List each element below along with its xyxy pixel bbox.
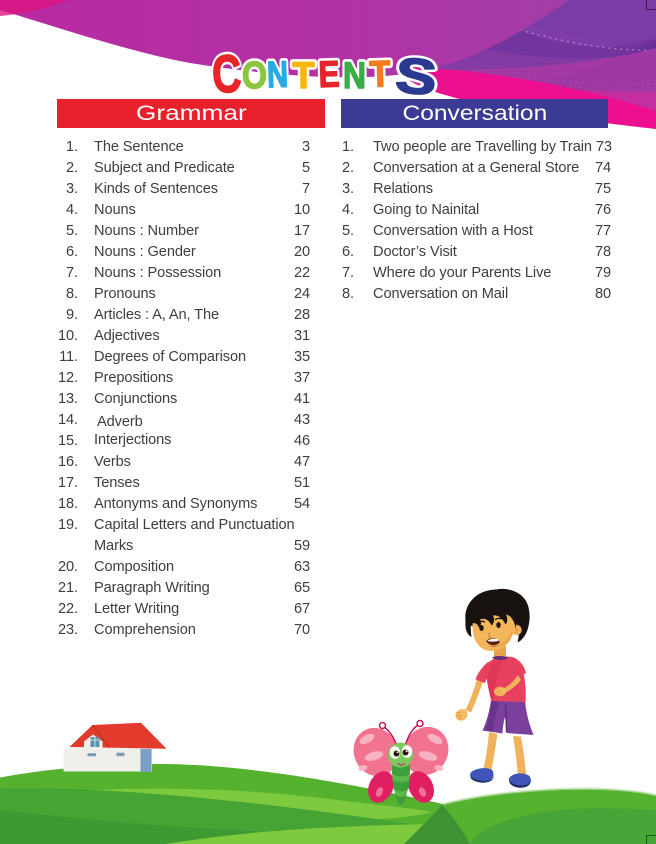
svg-text:T: T bbox=[293, 55, 315, 96]
svg-text:T: T bbox=[293, 55, 315, 96]
svg-text:E: E bbox=[318, 53, 340, 95]
svg-text:O: O bbox=[242, 55, 267, 97]
svg-text:C: C bbox=[211, 44, 243, 104]
svg-text:N: N bbox=[343, 55, 366, 96]
svg-text:N: N bbox=[343, 55, 366, 96]
svg-text:S: S bbox=[393, 47, 439, 106]
svg-text:E: E bbox=[318, 53, 340, 95]
svg-text:T: T bbox=[369, 53, 392, 95]
svg-text:T: T bbox=[369, 53, 392, 95]
svg-text:S: S bbox=[393, 47, 439, 106]
svg-text:O: O bbox=[242, 55, 267, 97]
svg-text:N: N bbox=[266, 54, 288, 96]
svg-text:C: C bbox=[211, 44, 243, 104]
svg-text:N: N bbox=[266, 54, 288, 96]
